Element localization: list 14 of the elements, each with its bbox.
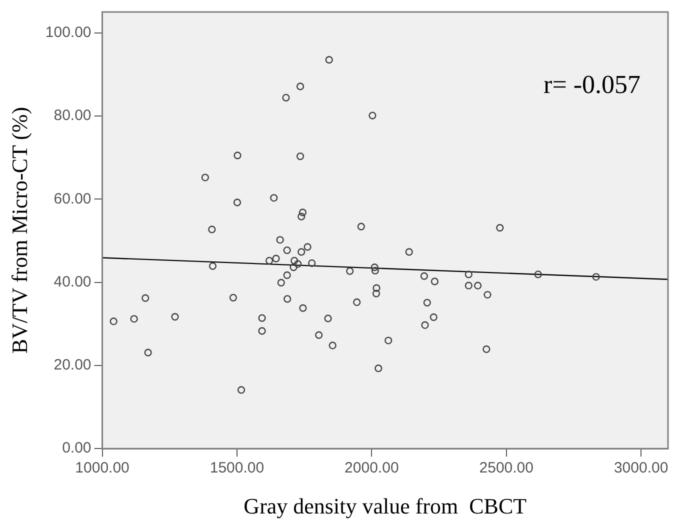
- y-tick-label: 40.00: [54, 273, 92, 290]
- x-tick-label: 3000.00: [614, 460, 668, 477]
- y-tick-label: 100.00: [45, 24, 92, 41]
- x-tick-label: 1500.00: [210, 460, 264, 477]
- y-tick-label: 20.00: [54, 356, 92, 374]
- y-tick-label: 80.00: [54, 107, 92, 124]
- y-tick-label: 60.00: [54, 190, 92, 208]
- x-tick-label: 2500.00: [479, 460, 534, 477]
- y-tick-label: 0.00: [62, 440, 92, 457]
- x-tick-label: 2000.00: [344, 460, 399, 477]
- annotation: r= -0.057: [544, 70, 641, 99]
- x-tick-label: 1000.00: [75, 460, 130, 477]
- x-axis-title: Gray density value from CBCT: [244, 494, 528, 519]
- y-axis-title: BV/TV from Micro-CT (%): [6, 106, 32, 354]
